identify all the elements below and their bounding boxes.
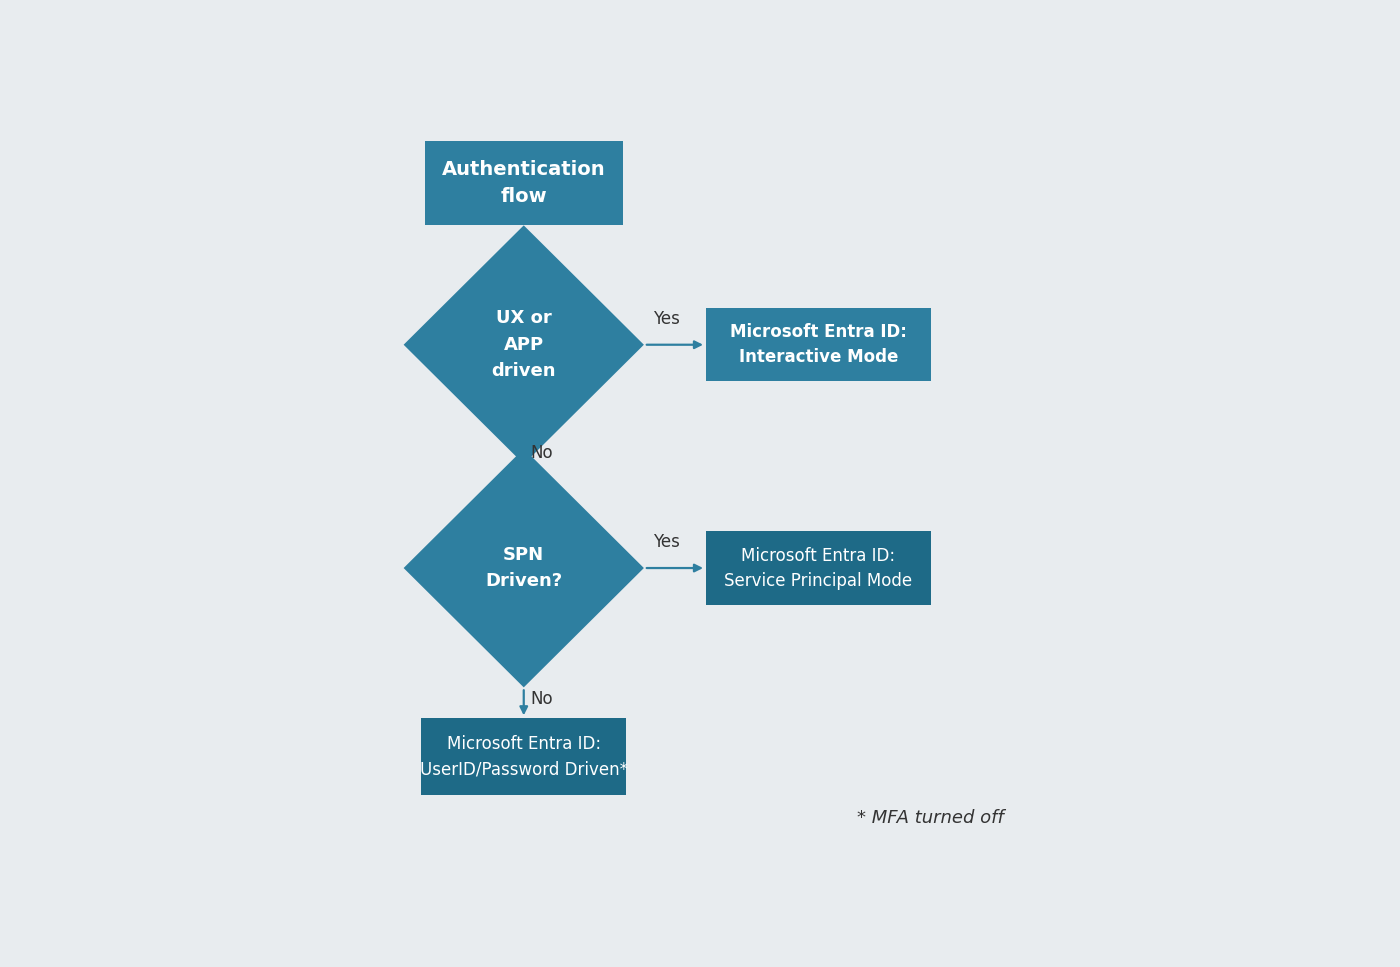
Text: UX or
APP
driven: UX or APP driven (491, 309, 556, 380)
Text: Yes: Yes (654, 309, 680, 328)
Text: No: No (531, 444, 553, 461)
Polygon shape (403, 449, 644, 688)
FancyBboxPatch shape (426, 140, 623, 225)
FancyBboxPatch shape (706, 308, 931, 381)
FancyBboxPatch shape (706, 532, 931, 604)
Text: Microsoft Entra ID:
UserID/Password Driven*: Microsoft Entra ID: UserID/Password Driv… (420, 735, 627, 778)
Text: No: No (531, 689, 553, 708)
Polygon shape (403, 225, 644, 464)
Text: * MFA turned off: * MFA turned off (857, 809, 1004, 828)
Text: Microsoft Entra ID:
Service Principal Mode: Microsoft Entra ID: Service Principal Mo… (724, 546, 913, 590)
Text: SPN
Driven?: SPN Driven? (486, 545, 563, 590)
FancyBboxPatch shape (421, 718, 626, 795)
Text: Microsoft Entra ID:
Interactive Mode: Microsoft Entra ID: Interactive Mode (729, 323, 907, 366)
Text: Yes: Yes (654, 533, 680, 551)
Text: Authentication
flow: Authentication flow (442, 161, 606, 206)
